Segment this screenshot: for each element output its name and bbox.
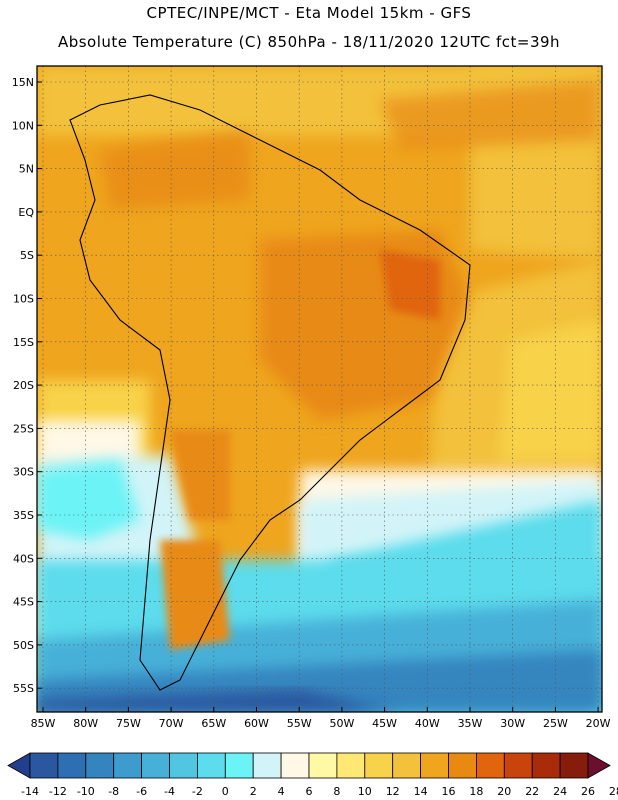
colorbar-label: -10 — [77, 785, 95, 798]
colorbar-low-arrow — [7, 752, 31, 779]
temperature-field — [37, 66, 602, 712]
lon-label: 35W — [458, 717, 483, 730]
colorbar-label: 0 — [222, 785, 229, 798]
coastline — [69, 94, 471, 691]
colorbar-label: 20 — [497, 785, 511, 798]
lat-label: 5S — [20, 249, 34, 262]
colorbar-labels: -14 -12 -10 -8 -6 -4 -2 0 2 4 6 8 10 12 14 16 18 20 22 24 26… — [21, 785, 618, 798]
lon-label: 55W — [287, 717, 312, 730]
lat-label: 50S — [13, 639, 34, 652]
lon-label: 60W — [244, 717, 269, 730]
colorbar-label: 26 — [581, 785, 595, 798]
colorbar-swatch — [364, 752, 394, 779]
lon-label: 70W — [159, 717, 184, 730]
lat-label: 55S — [13, 682, 34, 695]
lat-label: 5N — [19, 163, 34, 176]
colorbar-label: 28 — [609, 785, 618, 798]
colorbar-label: 6 — [306, 785, 313, 798]
colorbar-label: -2 — [192, 785, 203, 798]
colorbar-swatch — [392, 752, 422, 779]
colorbar-swatch — [29, 752, 59, 779]
lat-label: 45S — [13, 596, 34, 609]
lat-label: 10N — [12, 119, 34, 132]
colorbar-swatch — [559, 752, 589, 779]
lat-label: EQ — [18, 206, 34, 219]
lon-label: 85W — [31, 717, 56, 730]
lat-label: 30S — [13, 466, 34, 479]
colorbar-label: 8 — [333, 785, 340, 798]
lat-label: 20S — [13, 379, 34, 392]
colorbar-swatch — [503, 752, 533, 779]
lon-label: 30W — [500, 717, 525, 730]
colorbar-swatch — [57, 752, 87, 779]
colorbar-label: -8 — [108, 785, 119, 798]
colorbar-label: 4 — [278, 785, 285, 798]
colorbar-label: 10 — [358, 785, 372, 798]
colorbar-swatch — [169, 752, 198, 779]
colorbar-swatch — [308, 752, 338, 779]
lat-label: 40S — [13, 552, 34, 565]
title-line-1: CPTEC/INPE/MCT - Eta Model 15km - GFS — [146, 4, 472, 22]
colorbar-swatch — [531, 752, 561, 779]
colorbar-swatch — [475, 752, 505, 779]
colorbar-swatch — [420, 752, 449, 779]
title-line-2: Absolute Temperature (C) 850hPa - 18/11/… — [57, 33, 561, 51]
colorbar-label: -14 — [21, 785, 39, 798]
colorbar-swatch — [336, 752, 366, 779]
latitude-labels: 15N 10N 5N EQ 5S 10S 15S 20S 25S 30S 35S 40S 45S 50S 5… — [12, 76, 42, 695]
colorbar-swatch — [141, 752, 170, 779]
lon-label: 40W — [415, 717, 440, 730]
colorbar-label: 2 — [250, 785, 257, 798]
lat-label: 10S — [13, 293, 34, 306]
colorbar — [7, 752, 611, 779]
colorbar-label: -4 — [164, 785, 175, 798]
colorbar-swatch — [113, 752, 142, 779]
colorbar-label: 16 — [442, 785, 456, 798]
lat-label: 25S — [13, 422, 34, 435]
lat-label: 35S — [13, 509, 34, 522]
lat-label: 15S — [13, 336, 34, 349]
map-frame — [36, 65, 603, 713]
colorbar-swatch — [196, 752, 226, 779]
lat-label: 15N — [12, 76, 34, 89]
lon-label: 75W — [116, 717, 141, 730]
colorbar-label: -12 — [49, 785, 67, 798]
colorbar-label: 18 — [469, 785, 483, 798]
colorbar-label: 14 — [414, 785, 428, 798]
colorbar-swatch — [252, 752, 282, 779]
colorbar-label: 24 — [553, 785, 567, 798]
colorbar-swatch — [280, 752, 310, 779]
colorbar-high-arrow — [587, 752, 611, 779]
longitude-labels: 85W 80W 75W 70W 65W 60W 55W 50W 45W 40W 35W 30W 25W 2… — [31, 707, 611, 730]
colorbar-label: 22 — [525, 785, 539, 798]
lon-label: 65W — [201, 717, 226, 730]
colorbar-swatch — [224, 752, 254, 779]
colorbar-label: 12 — [386, 785, 400, 798]
lon-label: 80W — [73, 717, 98, 730]
lon-label: 20W — [586, 717, 611, 730]
colorbar-label: -6 — [136, 785, 147, 798]
lon-label: 50W — [329, 717, 354, 730]
lon-label: 45W — [372, 717, 397, 730]
colorbar-swatch — [448, 752, 477, 779]
lon-label: 25W — [543, 717, 568, 730]
colorbar-swatch — [85, 752, 115, 779]
